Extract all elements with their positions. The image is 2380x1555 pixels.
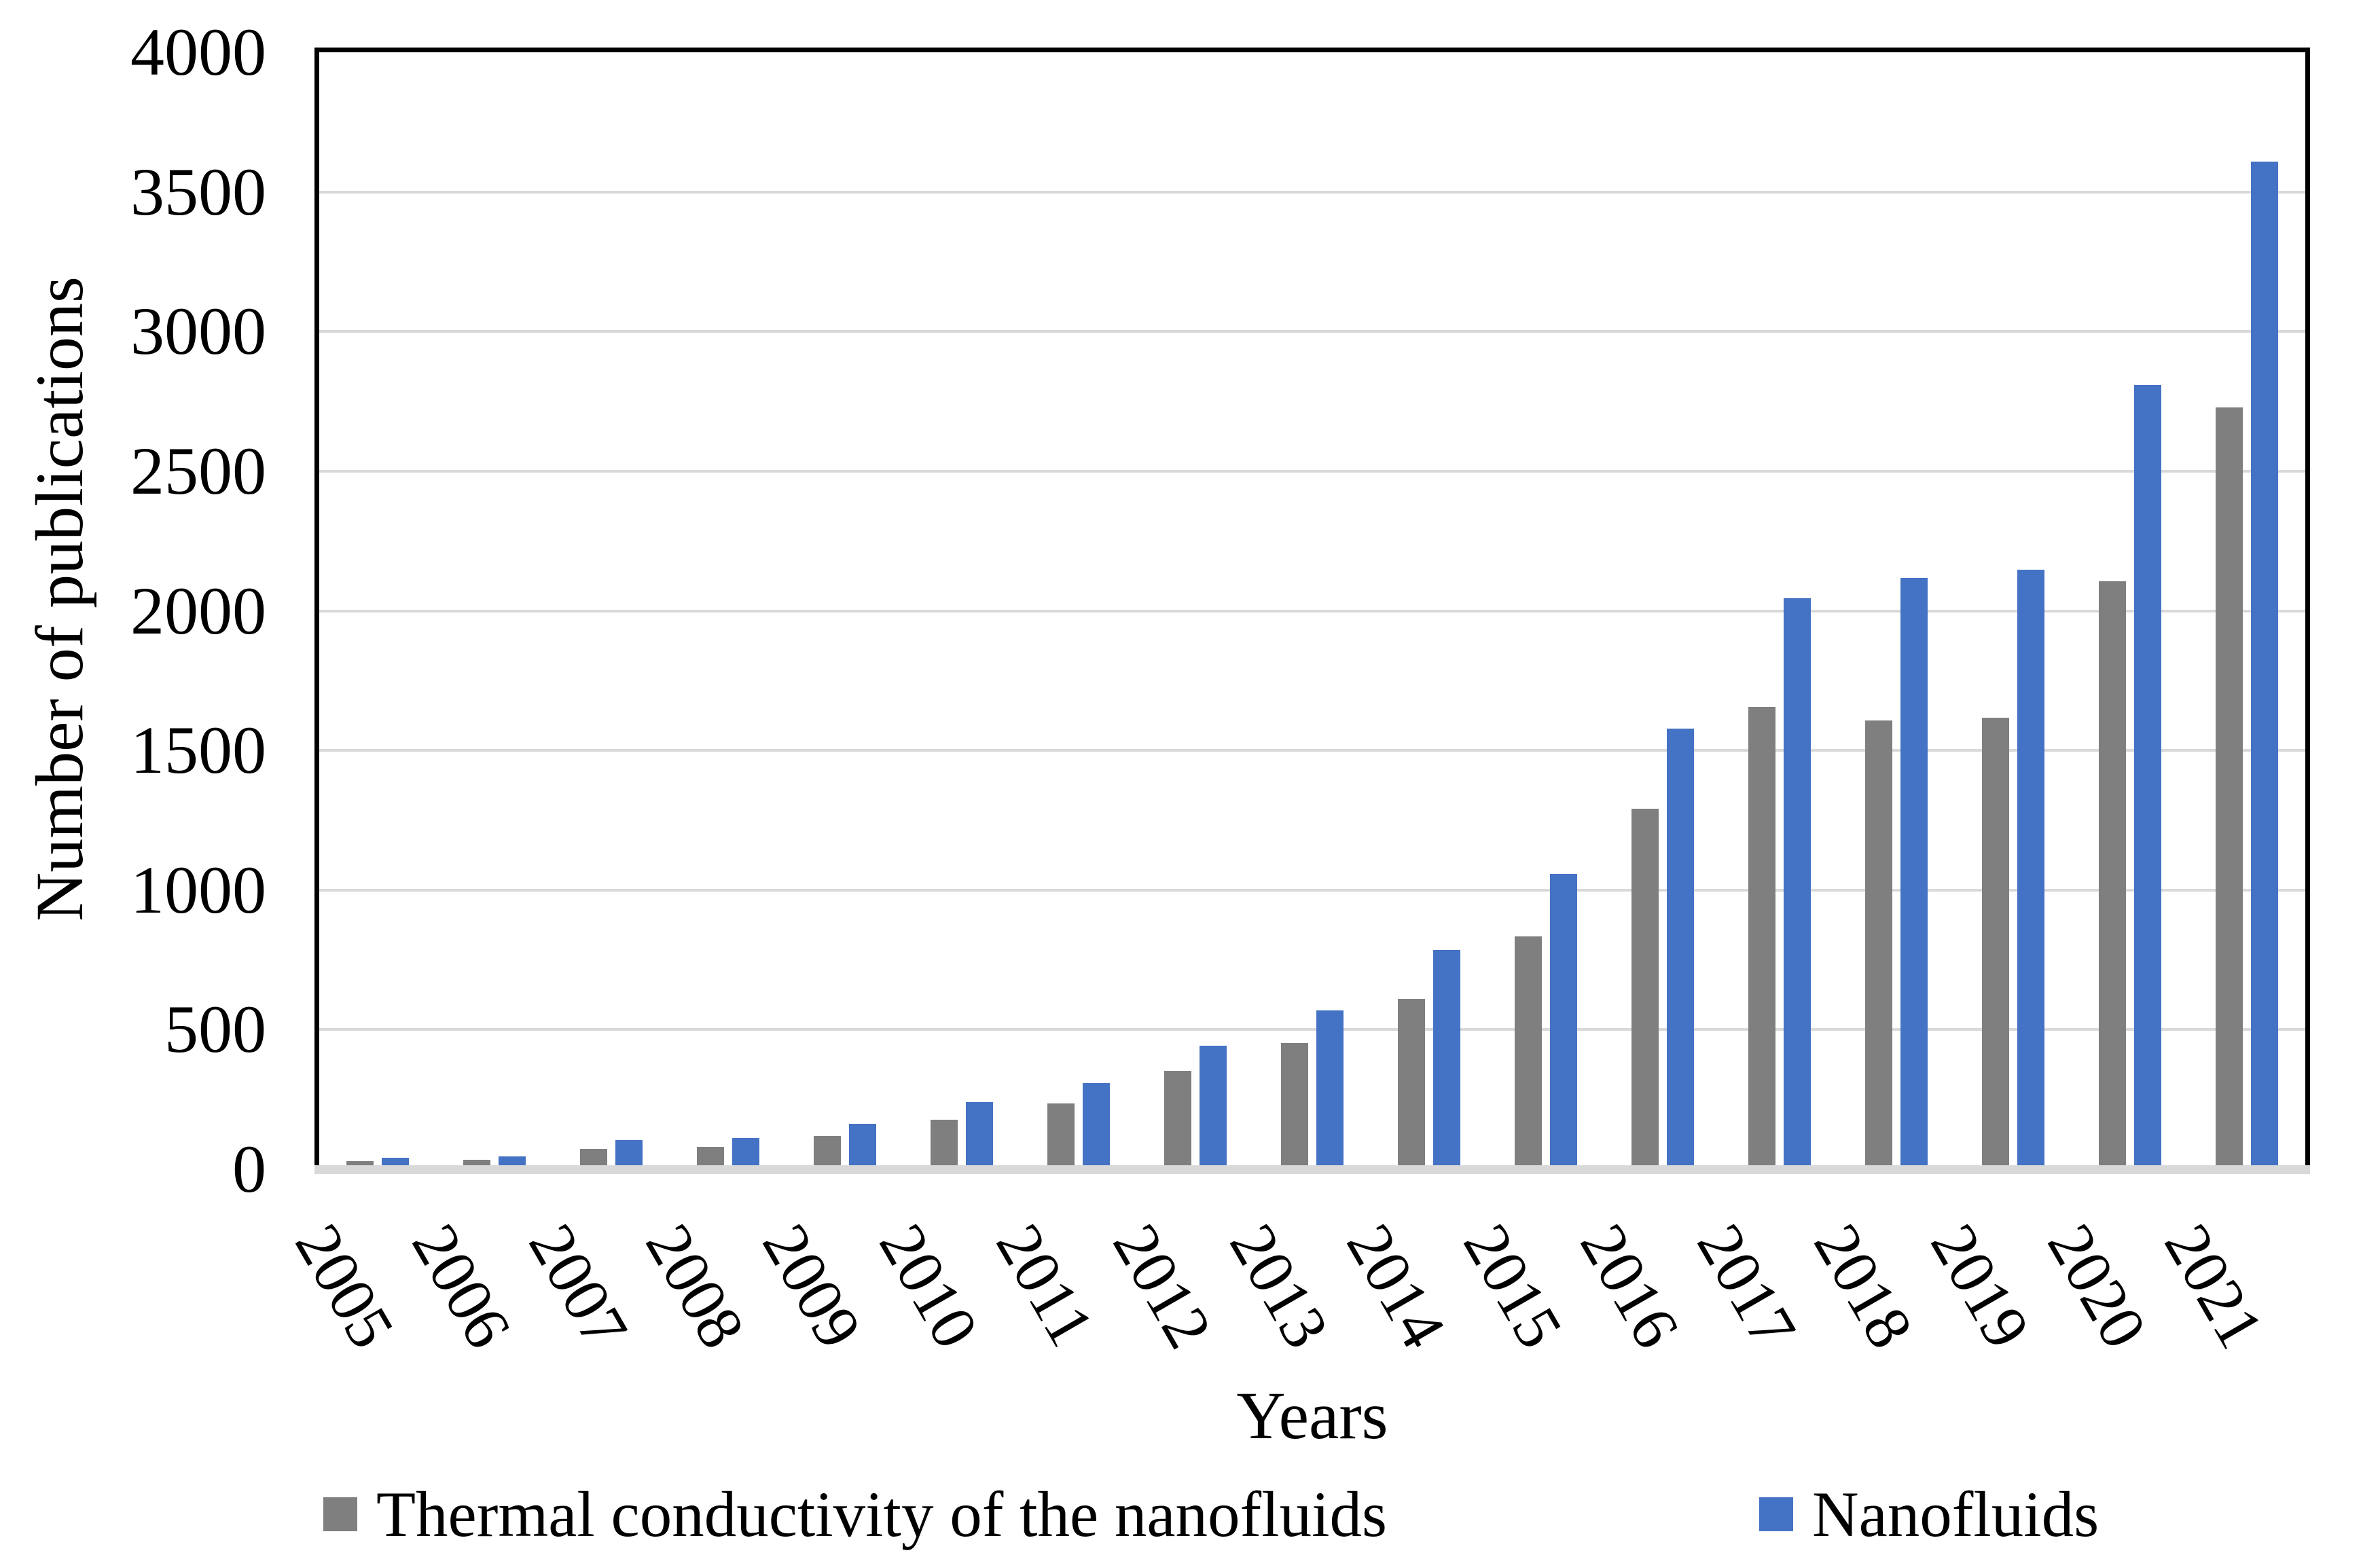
y-tick-label-3000: 3000 xyxy=(130,293,266,369)
x-tick-label-2010: 2010 xyxy=(865,1212,993,1360)
bar-2017-nanofluids xyxy=(1784,598,1811,1169)
bar-group-2013 xyxy=(1254,52,1371,1169)
gridline-2000 xyxy=(319,610,2305,612)
gridline-2500 xyxy=(319,470,2305,473)
x-tick-label-2012: 2012 xyxy=(1099,1212,1227,1360)
x-tick-label-2019: 2019 xyxy=(1917,1212,2044,1360)
bar-group-2012 xyxy=(1137,52,1254,1169)
x-axis-line xyxy=(314,1165,2310,1174)
bar-2016-thermal-conductivity xyxy=(1631,809,1659,1169)
bar-2018-thermal-conductivity xyxy=(1865,720,1892,1169)
legend: Thermal conductivity of the nanofluids N… xyxy=(0,1480,2380,1555)
gridline-3500 xyxy=(319,191,2305,194)
bar-2017-thermal-conductivity xyxy=(1748,707,1775,1169)
bar-2013-thermal-conductivity xyxy=(1281,1043,1308,1169)
bar-group-2017 xyxy=(1721,52,1838,1169)
x-tick-label-2011: 2011 xyxy=(982,1212,1108,1358)
x-tick-label-2018: 2018 xyxy=(1800,1212,1928,1360)
bar-group-2009 xyxy=(787,52,903,1169)
x-tick-label-2015: 2015 xyxy=(1449,1212,1577,1360)
x-tick-label-2005: 2005 xyxy=(281,1212,409,1360)
x-tick-label-2008: 2008 xyxy=(632,1212,759,1360)
bar-2008-nanofluids xyxy=(732,1138,759,1169)
bar-group-2011 xyxy=(1020,52,1137,1169)
y-tick-label-1000: 1000 xyxy=(130,852,266,928)
bar-group-2019 xyxy=(1955,52,2072,1169)
gridline-1000 xyxy=(319,889,2305,892)
legend-swatch-thermal-conductivity xyxy=(323,1497,357,1531)
legend-label-nanofluids: Nanofluids xyxy=(1812,1478,2099,1550)
bar-2013-nanofluids xyxy=(1316,1010,1344,1169)
bar-2016-nanofluids xyxy=(1667,729,1694,1169)
bar-group-2008 xyxy=(670,52,787,1169)
y-tick-label-500: 500 xyxy=(164,991,266,1067)
x-axis-title: Years xyxy=(1236,1378,1388,1453)
bar-2015-thermal-conductivity xyxy=(1515,936,1542,1169)
plot-area xyxy=(319,52,2305,1169)
bar-group-2005 xyxy=(319,52,436,1169)
bar-2009-nanofluids xyxy=(849,1124,876,1169)
plot-border xyxy=(314,48,2310,1169)
bar-2009-thermal-conductivity xyxy=(814,1136,841,1169)
bar-group-2021 xyxy=(2188,52,2305,1169)
x-tick-label-2007: 2007 xyxy=(515,1212,643,1360)
bar-2019-nanofluids xyxy=(2017,570,2044,1169)
y-tick-label-1500: 1500 xyxy=(130,712,266,788)
bar-2018-nanofluids xyxy=(1900,578,1928,1169)
bar-2011-thermal-conductivity xyxy=(1047,1103,1075,1169)
x-tick-label-2016: 2016 xyxy=(1566,1212,1694,1360)
legend-item-nanofluids: Nanofluids xyxy=(1759,1480,2099,1548)
y-tick-label-3500: 3500 xyxy=(130,153,266,230)
x-tick-label-2006: 2006 xyxy=(398,1212,526,1360)
bar-2020-nanofluids xyxy=(2134,385,2161,1169)
bar-group-2007 xyxy=(553,52,670,1169)
gridline-1500 xyxy=(319,749,2305,752)
legend-label-thermal-conductivity: Thermal conductivity of the nanofluids xyxy=(376,1478,1387,1550)
x-tick-label-2009: 2009 xyxy=(749,1212,876,1360)
x-tick-label-2020: 2020 xyxy=(2034,1212,2161,1360)
bar-group-2020 xyxy=(2072,52,2188,1169)
bar-2010-thermal-conductivity xyxy=(931,1120,958,1169)
bar-2020-thermal-conductivity xyxy=(2099,581,2126,1169)
bar-2021-nanofluids xyxy=(2251,162,2278,1169)
bar-groups xyxy=(319,52,2305,1169)
bar-2012-thermal-conductivity xyxy=(1164,1071,1191,1169)
bar-group-2010 xyxy=(903,52,1020,1169)
bar-2014-nanofluids xyxy=(1433,950,1460,1169)
y-tick-label-2000: 2000 xyxy=(130,572,266,648)
legend-swatch-nanofluids xyxy=(1759,1497,1793,1531)
y-tick-label-2500: 2500 xyxy=(130,433,266,509)
bar-group-2014 xyxy=(1371,52,1488,1169)
bar-2014-thermal-conductivity xyxy=(1398,999,1425,1169)
bar-group-2016 xyxy=(1604,52,1721,1169)
bar-2007-nanofluids xyxy=(615,1140,643,1169)
bar-2019-thermal-conductivity xyxy=(1982,718,2009,1169)
x-tick-label-2021: 2021 xyxy=(2150,1212,2278,1360)
legend-item-thermal-conductivity: Thermal conductivity of the nanofluids xyxy=(323,1480,1387,1548)
gridline-500 xyxy=(319,1028,2305,1031)
bar-group-2018 xyxy=(1838,52,1955,1169)
bar-2010-nanofluids xyxy=(966,1102,993,1169)
x-tick-label-2013: 2013 xyxy=(1216,1212,1344,1360)
bar-2011-nanofluids xyxy=(1083,1083,1110,1169)
bar-2015-nanofluids xyxy=(1550,874,1577,1169)
y-tick-label-0: 0 xyxy=(232,1131,266,1207)
gridline-3000 xyxy=(319,330,2305,333)
bar-2012-nanofluids xyxy=(1200,1046,1227,1169)
x-tick-label-2017: 2017 xyxy=(1683,1212,1811,1360)
bar-group-2006 xyxy=(436,52,553,1169)
bar-group-2015 xyxy=(1488,52,1604,1169)
bar-2021-thermal-conductivity xyxy=(2216,407,2243,1169)
y-tick-label-4000: 4000 xyxy=(130,14,266,90)
x-tick-label-2014: 2014 xyxy=(1333,1212,1460,1360)
